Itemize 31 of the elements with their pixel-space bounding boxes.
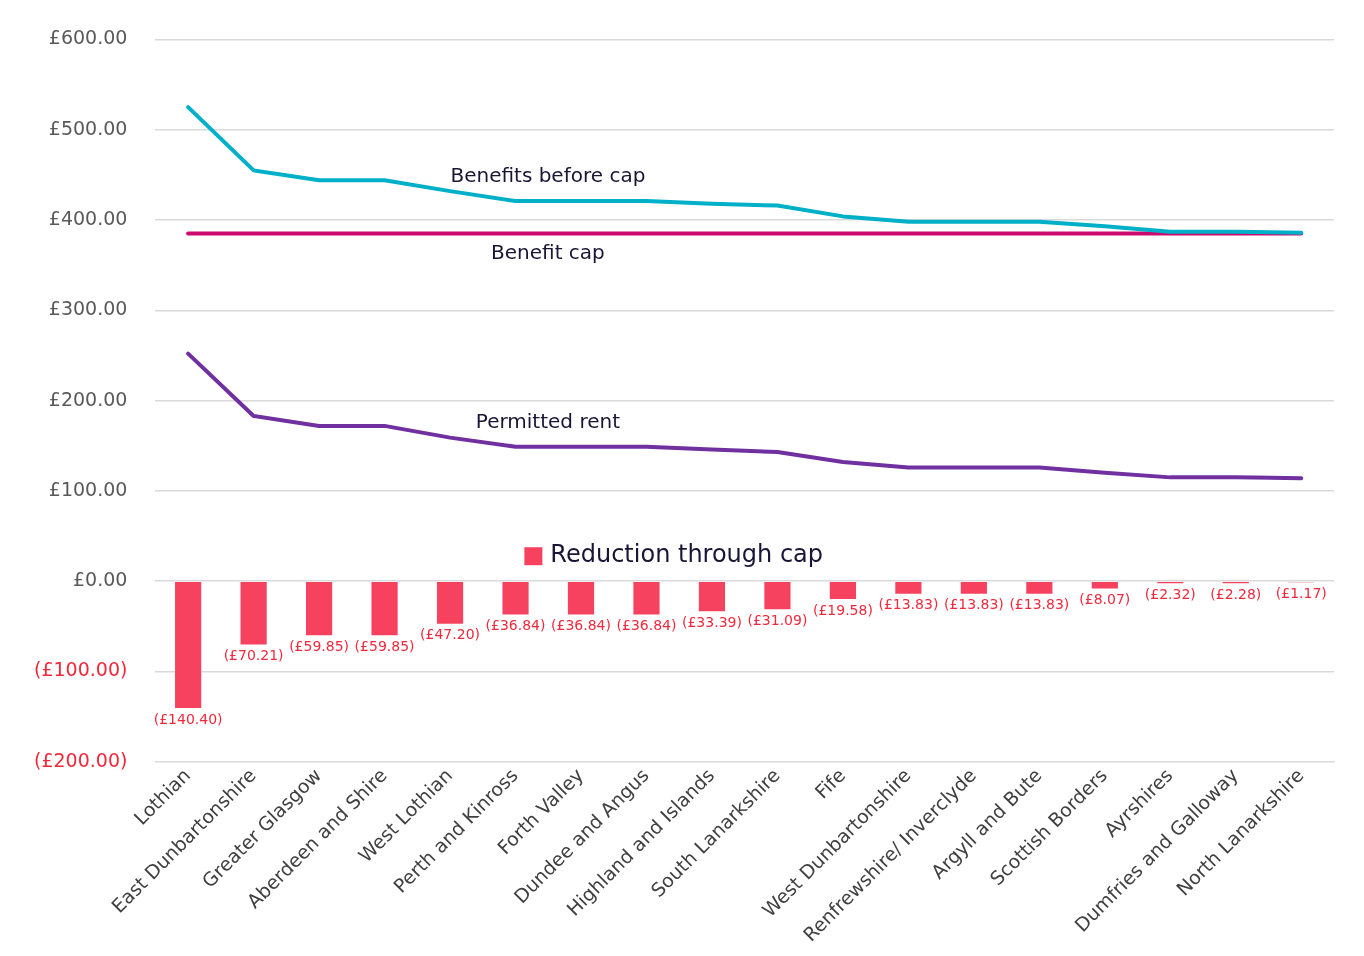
data-label: (£59.85) — [354, 637, 415, 654]
data-label: (£70.21) — [223, 647, 284, 664]
data-label: (£47.20) — [420, 626, 481, 643]
data-label: (£2.28) — [1210, 585, 1262, 602]
y-tick-label: £100.00 — [48, 477, 128, 500]
y-tick-label: £600.00 — [48, 26, 128, 49]
data-label: (£2.32) — [1144, 585, 1196, 602]
y-tick-label: (£100.00) — [33, 658, 128, 681]
y-tick-label: £200.00 — [48, 387, 128, 410]
series-label: Benefit cap — [491, 239, 605, 264]
y-tick-label: (£200.00) — [33, 748, 128, 771]
data-label: (£19.58) — [812, 601, 873, 618]
data-label: (£36.84) — [616, 617, 677, 634]
series-label: Permitted rent — [475, 408, 621, 433]
data-label: (£59.85) — [289, 637, 350, 654]
data-label: (£13.83) — [943, 596, 1004, 613]
data-label: (£36.84) — [485, 617, 546, 634]
y-tick-label: £400.00 — [48, 206, 128, 229]
data-label: (£33.39) — [682, 614, 742, 631]
data-label: (£31.09) — [747, 611, 808, 628]
data-label: (£8.07) — [1079, 591, 1131, 608]
series-label: Benefits before cap — [450, 163, 646, 188]
data-label: (£140.40) — [153, 710, 223, 727]
data-label: (£1.17) — [1275, 584, 1327, 601]
data-label: (£13.83) — [878, 596, 939, 613]
y-tick-label: £300.00 — [48, 297, 128, 320]
data-label: (£36.84) — [551, 617, 611, 634]
data-label: (£13.83) — [1009, 596, 1070, 613]
y-tick-label: £0.00 — [72, 568, 128, 591]
y-tick-label: £500.00 — [48, 116, 128, 139]
legend-label: Reduction through cap — [550, 540, 824, 569]
